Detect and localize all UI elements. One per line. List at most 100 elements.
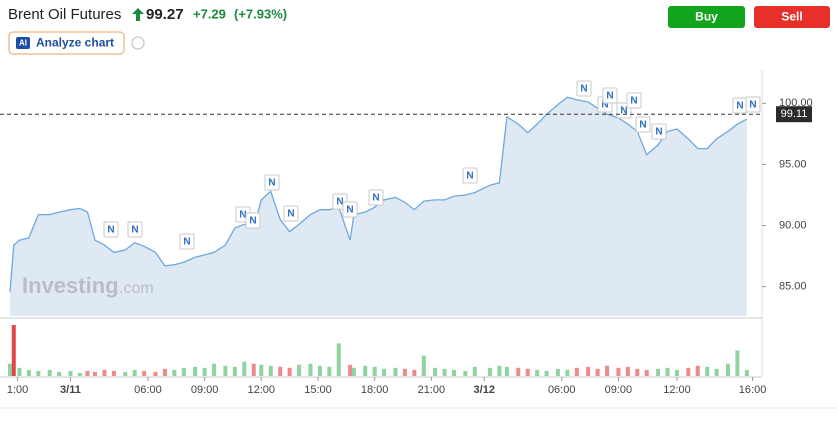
buy-button[interactable]: [668, 6, 745, 28]
x-tick-label: 09:00: [605, 384, 633, 396]
volume-bar: [232, 366, 237, 376]
news-marker-text: N: [249, 216, 256, 227]
volume-bar: [297, 364, 302, 376]
price-area: [10, 97, 747, 316]
y-tick-label: 90.00: [779, 219, 807, 231]
volume-bar: [463, 370, 468, 376]
sell-text: Sell: [781, 10, 802, 24]
volume-bar: [686, 367, 691, 376]
volume-bar: [268, 365, 273, 376]
volume-bar: [393, 367, 398, 376]
news-marker-text: N: [639, 120, 646, 131]
volume-bar: [421, 355, 426, 376]
volume-bar: [735, 350, 740, 376]
x-tick-label: 21:00: [418, 384, 446, 396]
price-line: [9, 96, 748, 292]
analyze-text: Analyze chart: [36, 36, 114, 50]
x-tick-label: 06:00: [548, 384, 576, 396]
volume-bar: [544, 370, 549, 376]
volume-bar: [123, 371, 128, 376]
volume-bar: [11, 325, 16, 376]
news-marker: [576, 80, 592, 97]
volume-bar: [574, 367, 579, 376]
news-marker: [626, 92, 642, 109]
volume-bar: [487, 367, 492, 376]
volume-bar: [705, 366, 710, 376]
analyze-button[interactable]: [8, 31, 125, 55]
volume-bar: [278, 366, 283, 376]
volume-bar: [452, 369, 457, 376]
news-marker: [745, 96, 761, 113]
news-marker: [283, 205, 299, 222]
y-tick-label: 85.00: [779, 281, 807, 293]
volume-bar: [442, 368, 447, 376]
volume-bar: [57, 371, 62, 376]
volume-bar: [497, 365, 502, 376]
volume-bar: [162, 368, 167, 376]
news-marker: [342, 201, 358, 218]
buy-text: Buy: [695, 10, 718, 24]
volume-bar: [202, 367, 207, 376]
volume-bar: [102, 369, 107, 376]
news-marker: [264, 174, 280, 191]
volume-bar: [36, 370, 41, 376]
volume-bar: [504, 366, 509, 376]
x-tick-label: 06:00: [134, 384, 162, 396]
volume-bar: [193, 366, 198, 376]
volume-bar: [433, 367, 438, 376]
volume-bar: [172, 369, 177, 376]
x-tick-label: 15:00: [304, 384, 332, 396]
news-marker-text: N: [107, 225, 114, 236]
current-price-label: 99.11: [781, 108, 808, 120]
volume-bar: [85, 370, 90, 376]
volume-bar: [605, 365, 610, 376]
watermark-suffix: .com: [119, 280, 154, 297]
volume-bar: [308, 363, 313, 376]
news-marker-text: N: [131, 225, 138, 236]
instrument-title: Brent Oil Futures: [8, 6, 121, 23]
volume-bar: [142, 370, 147, 376]
news-marker: [127, 221, 143, 238]
volume-bar: [287, 367, 292, 376]
volume-bar: [336, 343, 341, 376]
watermark: Investing: [22, 273, 119, 298]
volume-bar: [26, 369, 31, 376]
volume-bar: [725, 363, 730, 376]
volume-bar: [47, 369, 52, 376]
ai-badge-text: AI: [19, 39, 27, 48]
news-marker-text: N: [630, 96, 637, 107]
up-arrow: [132, 8, 144, 21]
volume-bar: [317, 365, 322, 376]
change: +7.29: [193, 6, 226, 21]
info-icon[interactable]: [131, 36, 145, 50]
ai-badge: [16, 37, 30, 49]
volume-bar: [555, 368, 560, 376]
volume-bar: [412, 369, 417, 376]
volume-bar: [251, 363, 256, 376]
x-tick-label: 12:00: [663, 384, 691, 396]
volume-bar: [382, 368, 387, 376]
volume-bar: [625, 366, 630, 376]
news-marker-text: N: [749, 100, 756, 111]
volume-bar: [223, 365, 228, 376]
volume-bar: [616, 367, 621, 376]
volume-bar: [242, 361, 247, 376]
volume-bar: [665, 367, 670, 376]
volume-bar: [674, 369, 679, 376]
sell-button[interactable]: [754, 6, 830, 28]
volume-bar: [17, 367, 22, 376]
news-marker: [635, 116, 651, 133]
news-marker-text: N: [620, 106, 627, 117]
news-marker-text: N: [287, 209, 294, 220]
volume-bar: [744, 369, 749, 376]
volume-bar: [259, 364, 264, 376]
volume-bar: [402, 368, 407, 376]
news-marker: [651, 123, 667, 140]
news-marker-text: N: [239, 210, 246, 221]
volume-bar: [595, 368, 600, 376]
news-marker-text: N: [736, 101, 743, 112]
volume-bar: [93, 371, 98, 376]
volume-bar: [363, 365, 368, 376]
news-marker-text: N: [183, 237, 190, 248]
